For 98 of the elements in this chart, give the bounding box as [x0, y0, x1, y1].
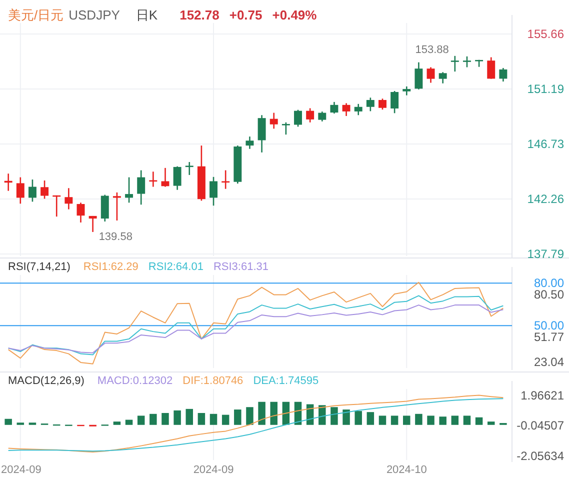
- y-tick-label: 146.73: [527, 136, 564, 151]
- line-series: [8, 282, 504, 364]
- line-series: [8, 295, 504, 356]
- bar: [198, 412, 206, 425]
- bar: [475, 417, 483, 425]
- x-tick-label: 2024-09: [193, 464, 234, 476]
- bar: [415, 414, 422, 425]
- bar: [137, 416, 145, 425]
- candlestick: [294, 109, 302, 128]
- candlestick: [366, 97, 374, 112]
- bar: [403, 416, 410, 425]
- y-tick-label: 151.19: [527, 82, 564, 96]
- y-tick-label: 1.96621: [520, 388, 564, 402]
- bar: [270, 402, 278, 425]
- candlestick: [246, 136, 254, 150]
- candlestick: [161, 167, 170, 188]
- y-tick-label: -0.04507: [516, 418, 564, 433]
- chart-title: RSI(7,14,21): [8, 261, 70, 273]
- bar: [488, 422, 495, 425]
- candlestick: [438, 72, 447, 84]
- y-tick-label: -2.05634: [516, 448, 564, 463]
- bar: [186, 408, 193, 425]
- line-series: [8, 304, 504, 354]
- candlestick: [258, 114, 266, 154]
- candlestick: [210, 176, 218, 206]
- x-tick-label: 2024-09: [1, 464, 42, 476]
- bar: [427, 416, 434, 425]
- x-tick-label: 2024-10: [386, 464, 427, 476]
- chart-title: 美元/日元: [8, 8, 64, 22]
- candlestick: [270, 112, 278, 130]
- bar: [234, 410, 242, 425]
- bar: [354, 411, 362, 425]
- candlestick: [306, 108, 314, 124]
- text: 日K: [136, 8, 158, 22]
- y-tick-label: 137.79: [527, 247, 564, 261]
- candlestick: [426, 66, 435, 84]
- candlestick: [414, 62, 423, 90]
- candlestick: [330, 101, 338, 114]
- bar: [258, 402, 266, 425]
- y-tick-label: 50.00: [534, 318, 564, 333]
- bar: [113, 422, 121, 425]
- candlestick: [185, 161, 194, 176]
- candlestick: [354, 103, 362, 116]
- candlestick: [378, 98, 386, 110]
- bar: [390, 416, 398, 425]
- chart-subtitle: USDJPY: [68, 8, 120, 22]
- bar: [366, 412, 374, 425]
- candlestick: [76, 202, 85, 224]
- bar: [246, 407, 254, 425]
- text: +0.49%: [272, 8, 318, 22]
- candlestick: [173, 166, 182, 191]
- candlestick: [137, 170, 146, 206]
- candlestick: [499, 67, 508, 82]
- text: RSI3:61.31: [213, 261, 269, 273]
- chart-title: MACD(12,26,9): [8, 375, 84, 387]
- bar: [162, 412, 169, 425]
- bar: [282, 402, 290, 425]
- text: 23.04: [534, 354, 564, 369]
- candlestick: [16, 176, 24, 204]
- text: RSI2:64.01: [148, 261, 204, 273]
- bar: [439, 416, 446, 425]
- bar: [451, 416, 459, 425]
- text: 152.78: [180, 8, 220, 22]
- text: DEA:1.74595: [253, 375, 319, 387]
- candlestick: [450, 55, 459, 72]
- bar: [463, 416, 471, 425]
- bar: [125, 420, 133, 425]
- candlestick: [342, 102, 350, 117]
- candlestick: [88, 215, 97, 233]
- candlestick: [282, 122, 290, 136]
- text: DIF:1.80746: [182, 375, 244, 387]
- bar: [210, 414, 218, 425]
- bar: [330, 407, 338, 425]
- candlestick: [40, 180, 49, 200]
- y-tick-label: 155.66: [527, 27, 564, 41]
- annotation: 153.88: [415, 44, 449, 56]
- candlestick: [487, 56, 496, 80]
- text: 51.77: [534, 330, 564, 344]
- candlestick: [222, 170, 230, 190]
- text: MACD:0.12302: [97, 375, 173, 387]
- candlestick: [28, 178, 36, 202]
- bar: [342, 410, 350, 425]
- annotation: 139.58: [98, 230, 132, 243]
- bar: [378, 416, 386, 425]
- bar: [174, 410, 181, 425]
- candlestick: [390, 90, 399, 114]
- text: RSI1:62.29: [83, 261, 138, 273]
- candlestick: [112, 192, 121, 222]
- candlestick: [318, 110, 326, 122]
- bar: [222, 414, 230, 425]
- bar: [4, 418, 12, 425]
- text: +0.75: [229, 8, 262, 22]
- bar: [150, 414, 157, 425]
- candlestick: [100, 194, 109, 222]
- candlestick: [64, 187, 73, 210]
- candlestick: [125, 176, 134, 204]
- candlestick: [462, 56, 471, 68]
- y-tick-label: 142.26: [527, 192, 564, 206]
